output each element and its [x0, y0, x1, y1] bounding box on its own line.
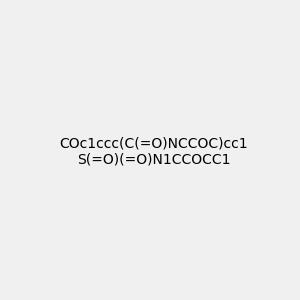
Text: COc1ccc(C(=O)NCCOC)cc1
S(=O)(=O)N1CCOCC1: COc1ccc(C(=O)NCCOC)cc1 S(=O)(=O)N1CCOCC1 — [59, 136, 248, 166]
